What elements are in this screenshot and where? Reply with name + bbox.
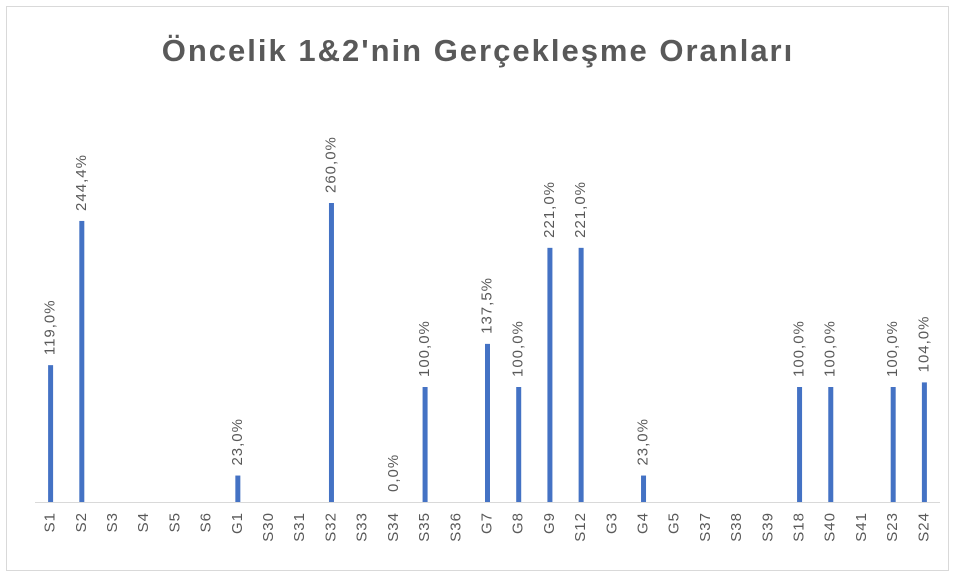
x-tick-label: G4 <box>635 512 652 534</box>
x-tick-label: S24 <box>915 512 932 542</box>
x-tick-label: S12 <box>572 512 589 542</box>
x-tick-label: S40 <box>822 512 839 542</box>
x-tick-label: S3 <box>104 512 121 532</box>
bar <box>641 475 647 502</box>
bar <box>797 387 803 502</box>
x-tick-label: S36 <box>447 512 464 542</box>
x-tick-label: G3 <box>603 512 620 534</box>
x-tick-label: G5 <box>666 512 683 534</box>
data-label: 260,0% <box>322 136 339 193</box>
x-tick-label: S39 <box>759 512 776 542</box>
data-label: 100,0% <box>791 320 808 377</box>
x-tick-label: S4 <box>135 512 152 532</box>
x-tick-label: S23 <box>884 512 901 542</box>
bar <box>328 203 334 502</box>
bar <box>921 382 927 502</box>
data-label: 244,4% <box>73 154 90 211</box>
x-tick-label: G9 <box>541 512 558 534</box>
x-tick-label: S38 <box>728 512 745 542</box>
data-label: 221,0% <box>541 181 558 238</box>
bar <box>890 387 896 502</box>
chart-title: Öncelik 1&2'nin Gerçekleşme Oranları <box>161 33 795 68</box>
x-tick-label: S30 <box>260 512 277 542</box>
data-label: 119,0% <box>42 299 59 355</box>
data-label: 100,0% <box>822 320 839 377</box>
bar <box>235 475 241 502</box>
data-label: 137,5% <box>478 277 495 334</box>
x-tick-label: S34 <box>385 512 402 542</box>
data-label: 0,0% <box>385 454 402 492</box>
x-tick-label: S18 <box>791 512 808 542</box>
x-tick-label: S33 <box>354 512 371 542</box>
x-tick-label: S5 <box>166 512 183 532</box>
x-tick-label: S31 <box>291 512 308 542</box>
x-tick-label: G1 <box>229 512 246 534</box>
x-tick-label: G8 <box>510 512 527 534</box>
bar <box>422 387 428 502</box>
data-label: 100,0% <box>416 320 433 377</box>
data-label: 100,0% <box>510 320 527 377</box>
x-tick-label: S1 <box>42 512 59 532</box>
chart-border <box>6 6 949 571</box>
bar <box>828 387 834 502</box>
x-tick-label: S32 <box>322 512 339 542</box>
bar <box>547 247 553 502</box>
x-tick-label: S37 <box>697 512 714 542</box>
bar <box>79 220 85 502</box>
bar <box>578 247 584 502</box>
bar <box>48 365 54 502</box>
data-label: 221,0% <box>572 181 589 238</box>
bar <box>516 387 522 502</box>
x-tick-label: S6 <box>198 512 215 532</box>
x-tick-label: S2 <box>73 512 90 532</box>
x-tick-label: S35 <box>416 512 433 542</box>
data-label: 104,0% <box>915 316 932 373</box>
bar <box>485 343 490 502</box>
data-label: 23,0% <box>229 418 246 466</box>
x-tick-label: S41 <box>853 512 870 542</box>
data-label: 23,0% <box>635 418 652 466</box>
data-label: 100,0% <box>884 320 901 377</box>
x-tick-label: G7 <box>478 512 495 534</box>
